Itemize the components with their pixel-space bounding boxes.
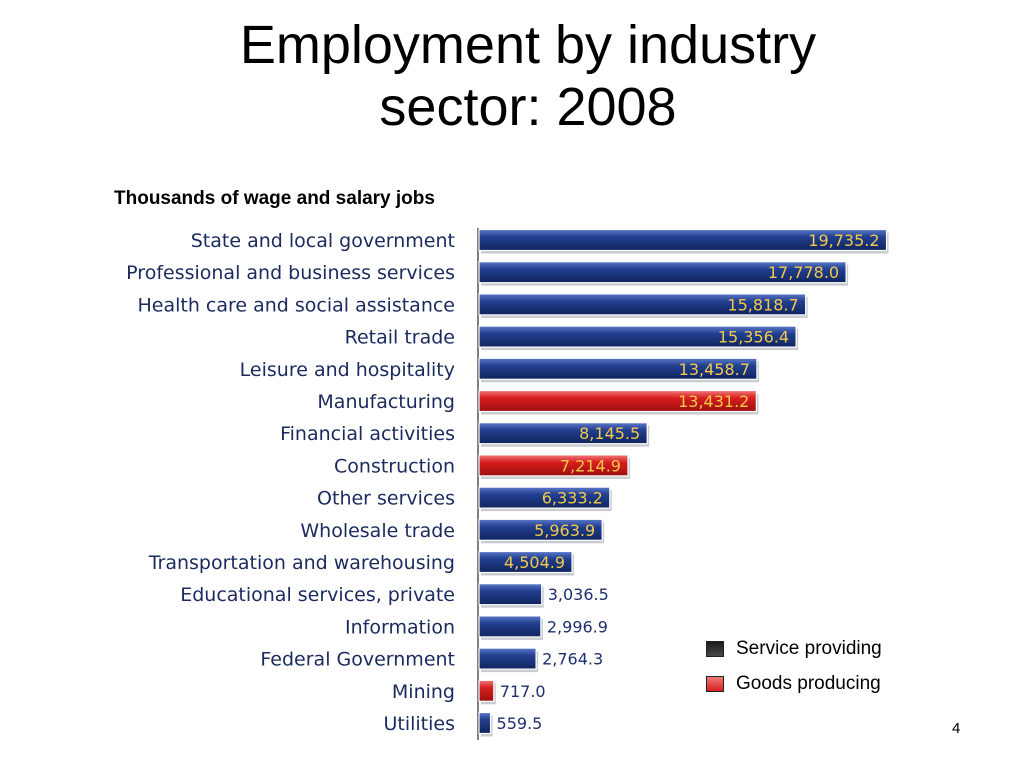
bar-utilities xyxy=(478,711,492,735)
category-label-health-care-and-social-assistance: Health care and social assistance xyxy=(137,294,455,316)
bar-health-care-and-social-assistance xyxy=(478,293,807,316)
category-label-professional-and-business-services: Professional and business services xyxy=(126,262,455,284)
category-label-manufacturing: Manufacturing xyxy=(317,391,455,413)
category-label-leisure-and-hospitality: Leisure and hospitality xyxy=(240,359,455,381)
category-label-information: Information xyxy=(345,616,455,638)
bar-professional-and-business-services xyxy=(478,261,847,284)
value-label-federal-government: 2,764.3 xyxy=(542,650,603,669)
category-label-state-and-local-government: State and local government xyxy=(191,230,455,252)
category-label-federal-government: Federal Government xyxy=(260,649,455,671)
bar-transportation-and-warehousing xyxy=(478,550,573,574)
value-label-state-and-local-government: 19,735.2 xyxy=(808,231,879,250)
value-label-educational-services-private: 3,036.5 xyxy=(548,585,609,604)
value-label-mining: 717.0 xyxy=(500,682,546,701)
bar-wholesale-trade xyxy=(478,518,603,541)
chart-subtitle: Thousands of wage and salary jobs xyxy=(114,188,435,209)
category-label-utilities: Utilities xyxy=(383,713,455,735)
bar-manufacturing xyxy=(478,389,757,413)
bar-other-services xyxy=(478,486,611,509)
value-label-health-care-and-social-assistance: 15,818.7 xyxy=(727,295,798,314)
value-label-utilities: 559.5 xyxy=(497,714,543,733)
bars-group: State and local government 19,735.2 Profes… xyxy=(126,228,889,737)
legend-swatch-service xyxy=(706,641,724,657)
bar-leisure-and-hospitality xyxy=(478,357,758,380)
category-label-wholesale-trade: Wholesale trade xyxy=(300,520,455,542)
category-label-mining: Mining xyxy=(392,681,455,703)
bar-mining xyxy=(478,679,495,702)
legend-swatch-goods xyxy=(706,676,724,692)
category-label-other-services: Other services xyxy=(317,488,455,510)
bar-financial-activities xyxy=(478,422,648,445)
page-number: 4 xyxy=(952,720,961,737)
value-label-retail-trade: 15,356.4 xyxy=(718,328,789,347)
category-label-construction: Construction xyxy=(334,455,455,477)
category-label-transportation-and-warehousing: Transportation and warehousing xyxy=(148,552,455,574)
slide-title-line-2: sector: 2008 xyxy=(379,77,677,137)
value-label-leisure-and-hospitality: 13,458.7 xyxy=(679,360,750,379)
category-label-financial-activities: Financial activities xyxy=(280,423,455,445)
slide-title: Employment by industry sector: 2008 xyxy=(0,14,1024,138)
category-label-retail-trade: Retail trade xyxy=(345,327,455,349)
bar-information xyxy=(478,615,542,638)
value-label-professional-and-business-services: 17,778.0 xyxy=(768,263,839,282)
legend-item-goods: Goods producing xyxy=(706,673,881,695)
bar-state-and-local-government xyxy=(478,228,888,252)
bar-retail-trade xyxy=(478,325,797,348)
slide-title-line-1: Employment by industry xyxy=(239,15,817,75)
legend-item-service: Service providing xyxy=(706,638,882,660)
legend-label-goods: Goods producing xyxy=(736,673,881,694)
bar-construction xyxy=(478,454,629,477)
value-label-manufacturing: 13,431.2 xyxy=(678,392,749,411)
category-label-educational-services-private: Educational services, private xyxy=(180,584,455,606)
value-label-construction: 7,214.9 xyxy=(560,456,621,475)
value-label-wholesale-trade: 5,963.9 xyxy=(534,521,595,540)
bar-federal-government xyxy=(478,647,537,670)
value-label-financial-activities: 8,145.5 xyxy=(579,424,640,443)
bar-educational-services-private xyxy=(478,583,543,606)
legend-label-service: Service providing xyxy=(736,638,882,659)
value-label-information: 2,996.9 xyxy=(547,617,608,636)
value-label-other-services: 6,333.2 xyxy=(542,489,603,508)
value-label-transportation-and-warehousing: 4,504.9 xyxy=(504,553,565,572)
